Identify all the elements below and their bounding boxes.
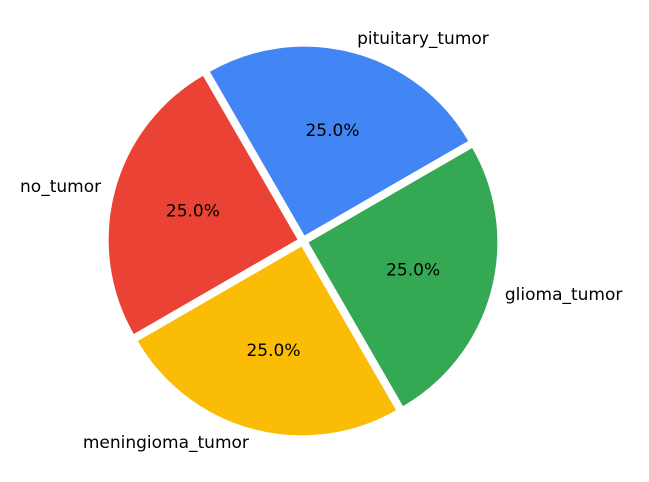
pie-percent-label: 25.0% <box>246 341 300 361</box>
pie-labels: 25.0% pituitary_tumor 25.0% no_tumor 25.0% me… <box>20 29 622 453</box>
pie-slice-no-tumor <box>107 74 299 336</box>
pie-category-label: glioma_tumor <box>505 285 623 305</box>
pie-percent-label: 25.0% <box>386 261 440 281</box>
pie-slices <box>107 45 499 437</box>
pie-category-label: meningioma_tumor <box>83 433 249 453</box>
pie-category-label: pituitary_tumor <box>357 29 489 49</box>
pie-percent-label: 25.0% <box>166 201 220 221</box>
pie-percent-label: 25.0% <box>305 121 359 141</box>
pie-slice-meningioma-tumor <box>136 245 398 437</box>
pie-category-label: no_tumor <box>20 177 101 197</box>
pie-slice-pituitary-tumor <box>208 45 470 237</box>
pie-slice-glioma-tumor <box>307 146 499 408</box>
